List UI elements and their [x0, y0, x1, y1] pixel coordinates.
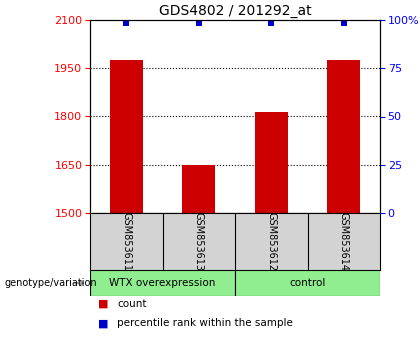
Bar — [235, 270, 380, 296]
Bar — [90, 270, 235, 296]
Text: GSM853613: GSM853613 — [194, 212, 204, 271]
Text: GSM853612: GSM853612 — [266, 212, 276, 271]
Text: GSM853611: GSM853611 — [121, 212, 131, 271]
Bar — [110, 60, 142, 213]
Text: control: control — [289, 278, 326, 288]
Bar — [328, 60, 360, 213]
Title: GDS4802 / 201292_at: GDS4802 / 201292_at — [159, 4, 311, 18]
Bar — [182, 165, 215, 213]
Text: GSM853614: GSM853614 — [339, 212, 349, 271]
Text: count: count — [117, 299, 147, 309]
Text: WTX overexpression: WTX overexpression — [109, 278, 216, 288]
Bar — [255, 112, 288, 213]
Text: percentile rank within the sample: percentile rank within the sample — [117, 319, 293, 329]
Text: ■: ■ — [98, 299, 109, 309]
Text: ■: ■ — [98, 319, 109, 329]
Text: genotype/variation: genotype/variation — [4, 278, 97, 288]
